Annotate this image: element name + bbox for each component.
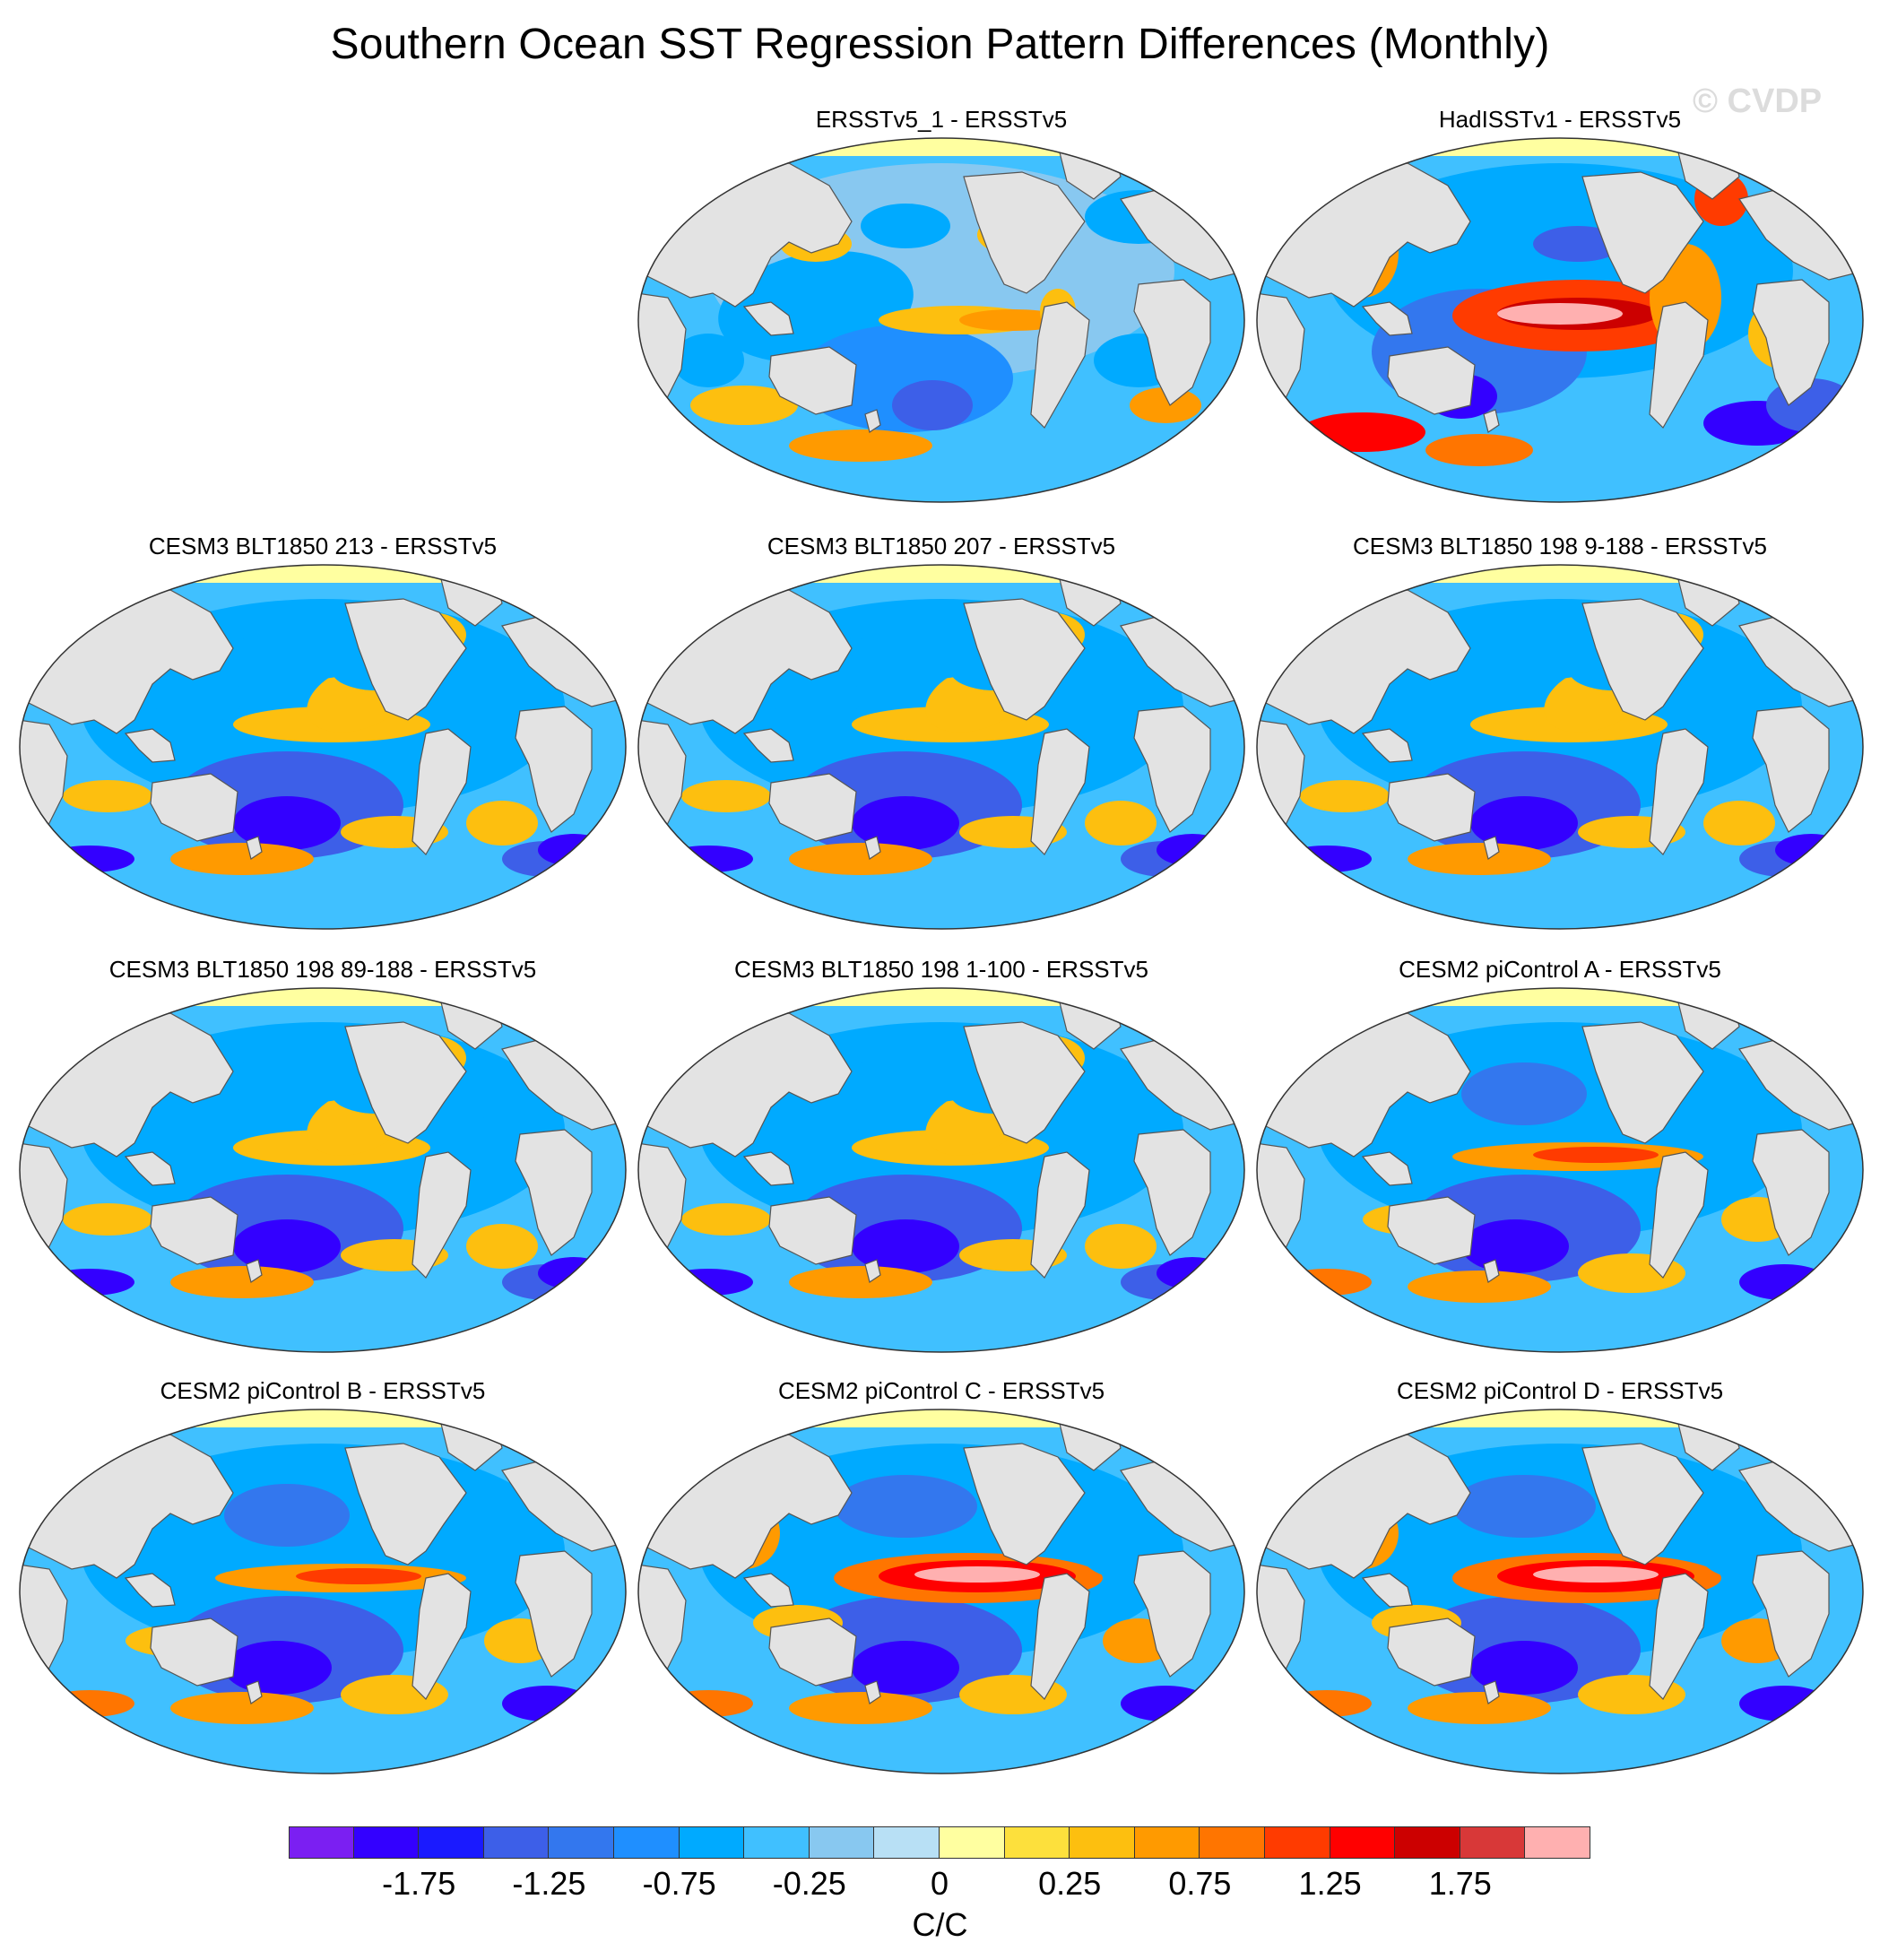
map-panel: ERSSTv5_1 - ERSSTv5 xyxy=(637,106,1246,505)
colorbar-tick-label: 1.25 xyxy=(1298,1865,1362,1902)
map-panel: CESM3 BLT1850 198 89-188 - ERSSTv5 xyxy=(18,956,628,1355)
map-panel: CESM3 BLT1850 198 1-100 - ERSSTv5 xyxy=(637,956,1246,1355)
colorbar-tick-label: -0.25 xyxy=(772,1865,846,1902)
colorbar xyxy=(289,1826,1590,1859)
colorbar-swatch xyxy=(1200,1826,1265,1859)
colorbar-tick-label: -1.75 xyxy=(382,1865,456,1902)
world-map xyxy=(19,1409,627,1774)
figure-title: Southern Ocean SST Regression Pattern Di… xyxy=(330,21,1550,68)
colorbar-swatch xyxy=(679,1826,745,1859)
world-map xyxy=(19,987,627,1353)
map-panel: CESM2 piControl A - ERSSTv5 xyxy=(1255,956,1865,1355)
colorbar-tick-label: 0.25 xyxy=(1038,1865,1102,1902)
panel-title: HadISSTv1 - ERSSTv5 xyxy=(1438,106,1682,133)
world-map xyxy=(637,1409,1245,1774)
world-map xyxy=(19,564,627,930)
panel-title: CESM3 BLT1850 198 89-188 - ERSSTv5 xyxy=(108,956,537,983)
panel-title: CESM3 BLT1850 213 - ERSSTv5 xyxy=(148,533,498,559)
colorbar-swatch xyxy=(874,1826,940,1859)
colorbar-swatch xyxy=(483,1826,550,1859)
map-panel: HadISSTv1 - ERSSTv5 xyxy=(1255,106,1865,505)
colorbar-swatch xyxy=(1330,1826,1396,1859)
colorbar-swatch xyxy=(1460,1826,1526,1859)
panel-title: CESM2 piControl B - ERSSTv5 xyxy=(160,1377,486,1404)
colorbar-swatch xyxy=(289,1826,354,1859)
colorbar-swatch xyxy=(1070,1826,1135,1859)
colorbar-swatch xyxy=(1395,1826,1460,1859)
panel-title: CESM2 piControl A - ERSSTv5 xyxy=(1399,956,1721,983)
colorbar-swatch xyxy=(1134,1826,1200,1859)
world-map xyxy=(1256,1409,1864,1774)
map-panel: CESM3 BLT1850 198 9-188 - ERSSTv5 xyxy=(1255,533,1865,932)
colorbar-swatch xyxy=(940,1826,1005,1859)
colorbar-tick-label: -0.75 xyxy=(642,1865,716,1902)
colorbar-units: C/C xyxy=(912,1906,968,1943)
colorbar-tick-label: 0 xyxy=(930,1865,949,1902)
panel-title: CESM3 BLT1850 198 1-100 - ERSSTv5 xyxy=(734,956,1148,983)
panel-title: CESM2 piControl C - ERSSTv5 xyxy=(777,1377,1105,1404)
colorbar-tick-label: 0.75 xyxy=(1168,1865,1232,1902)
map-panel: CESM3 BLT1850 207 - ERSSTv5 xyxy=(637,533,1246,932)
colorbar-swatch xyxy=(353,1826,420,1859)
world-map xyxy=(1256,137,1864,503)
map-panel: CESM2 piControl B - ERSSTv5 xyxy=(18,1377,628,1776)
colorbar-swatch xyxy=(614,1826,680,1859)
map-panel: CESM2 piControl D - ERSSTv5 xyxy=(1255,1377,1865,1776)
map-panel: CESM3 BLT1850 213 - ERSSTv5 xyxy=(18,533,628,932)
colorbar-swatch xyxy=(419,1826,484,1859)
world-map xyxy=(1256,987,1864,1353)
panel-title: CESM2 piControl D - ERSSTv5 xyxy=(1396,1377,1724,1404)
colorbar-swatch xyxy=(809,1826,875,1859)
panel-title: CESM3 BLT1850 207 - ERSSTv5 xyxy=(767,533,1116,559)
colorbar-swatch xyxy=(1525,1826,1590,1859)
world-map xyxy=(637,987,1245,1353)
colorbar-swatch xyxy=(549,1826,614,1859)
cvdp-watermark: © CVDP xyxy=(1693,82,1823,120)
world-map xyxy=(1256,564,1864,930)
colorbar-swatch xyxy=(1265,1826,1330,1859)
colorbar-tick-label: 1.75 xyxy=(1428,1865,1492,1902)
colorbar-tick-label: -1.25 xyxy=(512,1865,586,1902)
colorbar-swatch xyxy=(744,1826,810,1859)
panel-title: ERSSTv5_1 - ERSSTv5 xyxy=(815,106,1068,133)
panel-title: CESM3 BLT1850 198 9-188 - ERSSTv5 xyxy=(1353,533,1767,559)
world-map xyxy=(637,137,1245,503)
map-panel: CESM2 piControl C - ERSSTv5 xyxy=(637,1377,1246,1776)
world-map xyxy=(637,564,1245,930)
colorbar-swatch xyxy=(1004,1826,1070,1859)
